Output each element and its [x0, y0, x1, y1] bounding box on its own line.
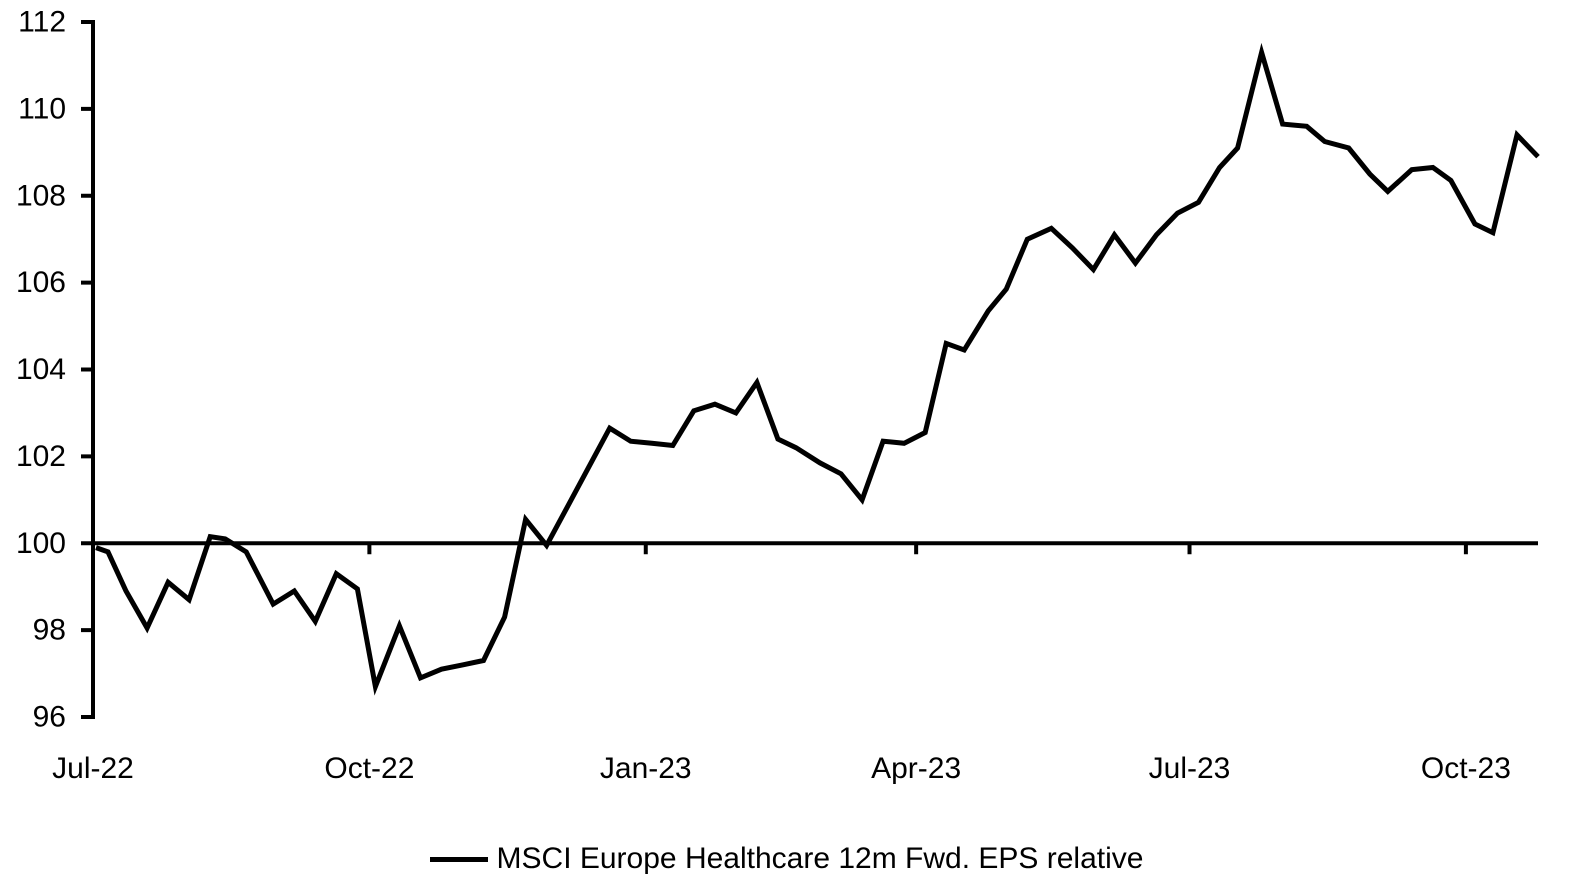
y-tick-label: 100 — [16, 527, 66, 560]
x-tick-label: Jul-22 — [52, 752, 134, 785]
legend-line-sample — [429, 856, 488, 862]
y-tick-label: 98 — [33, 614, 66, 647]
y-tick-label: 102 — [16, 440, 66, 473]
x-tick-label: Jul-23 — [1149, 752, 1231, 785]
y-tick-label: 108 — [16, 179, 66, 212]
x-tick-label: Jan-23 — [600, 752, 692, 785]
y-tick-label: 96 — [33, 701, 66, 734]
series-line — [95, 42, 1540, 696]
y-tick-label: 106 — [16, 266, 66, 299]
x-tick-label: Oct-23 — [1421, 752, 1511, 785]
x-tick-label: Apr-23 — [871, 752, 961, 785]
y-tick-label: 112 — [18, 6, 66, 39]
legend-label: MSCI Europe Healthcare 12m Fwd. EPS rela… — [496, 842, 1144, 875]
legend: MSCI Europe Healthcare 12m Fwd. EPS rela… — [0, 842, 1573, 876]
y-tick-label: 110 — [18, 92, 66, 125]
x-tick-label: Oct-22 — [324, 752, 414, 785]
y-tick-label: 104 — [16, 353, 66, 386]
